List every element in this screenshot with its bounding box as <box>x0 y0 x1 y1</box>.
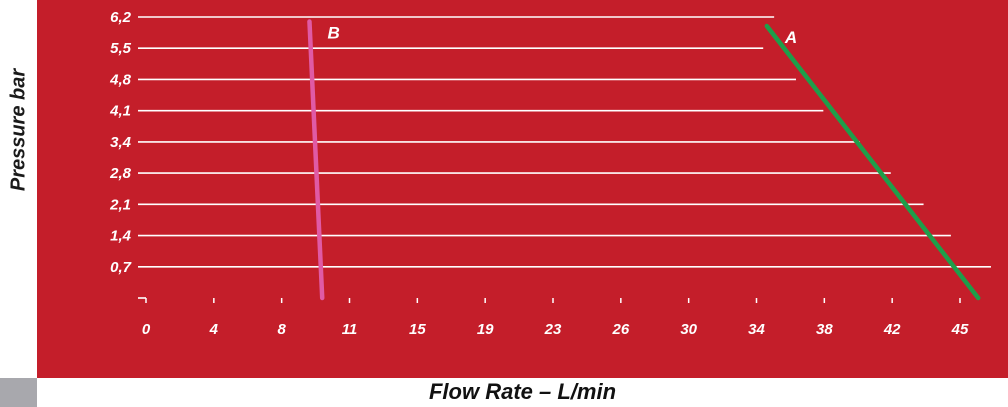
x-tick-label: 19 <box>477 321 494 338</box>
y-tick-label: 4,8 <box>109 71 132 88</box>
x-tick-label: 4 <box>209 321 219 338</box>
y-tick-label: 1,4 <box>110 228 132 245</box>
y-axis-label-band <box>0 0 37 378</box>
series-label-a: A <box>784 28 797 47</box>
y-tick-label: 2,8 <box>109 165 132 182</box>
y-tick-label: 2,1 <box>109 196 131 213</box>
x-tick-label: 15 <box>409 321 426 338</box>
y-tick-label: 3,4 <box>110 134 132 151</box>
x-tick-label: 23 <box>544 321 562 338</box>
y-tick-label: 4,1 <box>109 103 131 120</box>
x-axis-label: Flow Rate – L/min <box>428 379 617 404</box>
x-tick-label: 0 <box>142 321 151 338</box>
series-line-b <box>307 19 325 301</box>
x-tick-label: 8 <box>277 321 286 338</box>
corner-swatch <box>0 378 37 407</box>
y-tick-label: 5,5 <box>110 40 132 57</box>
x-tick-label: 45 <box>951 321 969 338</box>
series-label-b: B <box>327 24 339 43</box>
x-tick-label: 11 <box>342 321 358 338</box>
y-tick-label: 0,7 <box>110 259 132 276</box>
x-tick-label: 38 <box>816 321 833 338</box>
plot-background <box>37 0 1008 378</box>
x-tick-label: 30 <box>680 321 697 338</box>
x-tick-label: 42 <box>883 321 901 338</box>
x-tick-label: 34 <box>748 321 765 338</box>
series-line-a <box>764 23 981 301</box>
x-tick-label: 26 <box>611 321 629 338</box>
chart-svg: 6,2 5,5 4,8 4,1 3,4 2,8 2,1 1,4 0,7 0 4 8 11 15 19 23 26… <box>109 9 991 338</box>
y-tick-label: 6,2 <box>110 9 132 26</box>
